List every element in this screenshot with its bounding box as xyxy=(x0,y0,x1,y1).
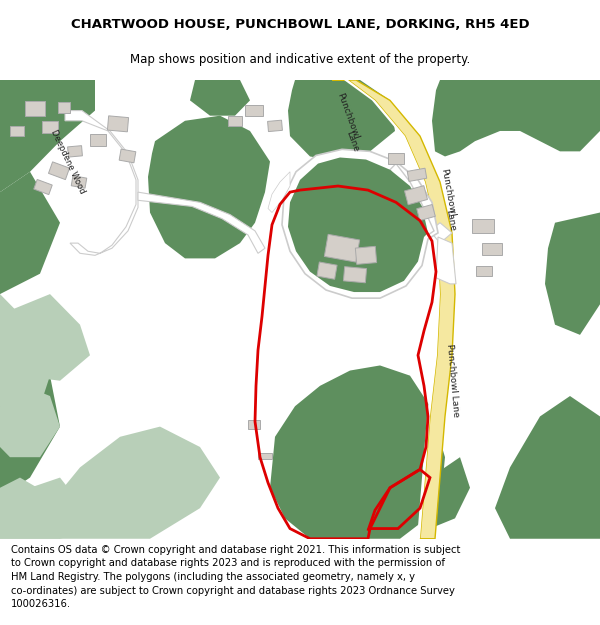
Polygon shape xyxy=(482,243,502,256)
Polygon shape xyxy=(65,111,138,256)
Text: Contains OS data © Crown copyright and database right 2021. This information is : Contains OS data © Crown copyright and d… xyxy=(11,545,460,609)
Polygon shape xyxy=(476,266,492,276)
Polygon shape xyxy=(288,80,395,161)
Polygon shape xyxy=(58,102,70,112)
Polygon shape xyxy=(325,234,359,262)
Polygon shape xyxy=(138,192,265,253)
Polygon shape xyxy=(49,162,70,179)
Polygon shape xyxy=(268,172,290,212)
Polygon shape xyxy=(288,158,428,292)
Text: Deepdene Wood: Deepdene Wood xyxy=(49,128,87,195)
Polygon shape xyxy=(432,80,600,156)
Polygon shape xyxy=(0,478,60,539)
Text: Punchbowl: Punchbowl xyxy=(335,91,361,140)
Polygon shape xyxy=(0,386,60,458)
Polygon shape xyxy=(340,80,440,539)
Polygon shape xyxy=(0,80,95,192)
Polygon shape xyxy=(436,237,456,284)
Polygon shape xyxy=(390,164,434,235)
Polygon shape xyxy=(495,396,600,539)
Polygon shape xyxy=(472,219,494,233)
Polygon shape xyxy=(42,121,58,133)
Polygon shape xyxy=(332,80,455,539)
Text: Lane: Lane xyxy=(443,209,457,232)
Polygon shape xyxy=(388,153,404,164)
Polygon shape xyxy=(248,421,260,429)
Polygon shape xyxy=(148,116,270,258)
Polygon shape xyxy=(545,213,600,335)
Text: Map shows position and indicative extent of the property.: Map shows position and indicative extent… xyxy=(130,54,470,66)
Text: Punchbowl Lane: Punchbowl Lane xyxy=(445,344,461,418)
Polygon shape xyxy=(317,262,337,279)
Polygon shape xyxy=(0,294,90,381)
Polygon shape xyxy=(268,120,283,132)
Polygon shape xyxy=(10,126,24,136)
Polygon shape xyxy=(0,376,60,498)
Polygon shape xyxy=(404,186,427,205)
Polygon shape xyxy=(430,222,452,243)
Text: CHARTWOOD HOUSE, PUNCHBOWL LANE, DORKING, RH5 4ED: CHARTWOOD HOUSE, PUNCHBOWL LANE, DORKING… xyxy=(71,18,529,31)
Text: Lane: Lane xyxy=(344,129,360,153)
Polygon shape xyxy=(270,366,445,539)
Text: Punchbowl: Punchbowl xyxy=(439,168,457,217)
Polygon shape xyxy=(0,172,60,294)
Polygon shape xyxy=(119,149,136,162)
Polygon shape xyxy=(0,478,100,539)
Polygon shape xyxy=(25,101,45,116)
Polygon shape xyxy=(343,267,367,282)
Polygon shape xyxy=(190,80,250,116)
Polygon shape xyxy=(34,179,52,194)
Polygon shape xyxy=(417,204,435,221)
Polygon shape xyxy=(355,246,377,264)
Polygon shape xyxy=(71,176,87,188)
Polygon shape xyxy=(258,453,272,459)
Polygon shape xyxy=(68,146,82,157)
Polygon shape xyxy=(107,116,128,132)
Polygon shape xyxy=(415,458,470,529)
Polygon shape xyxy=(296,166,416,286)
Polygon shape xyxy=(228,116,242,126)
Polygon shape xyxy=(0,294,50,437)
Polygon shape xyxy=(282,149,438,298)
Polygon shape xyxy=(407,168,427,181)
Polygon shape xyxy=(90,134,106,146)
Polygon shape xyxy=(50,427,220,539)
Polygon shape xyxy=(245,106,263,116)
